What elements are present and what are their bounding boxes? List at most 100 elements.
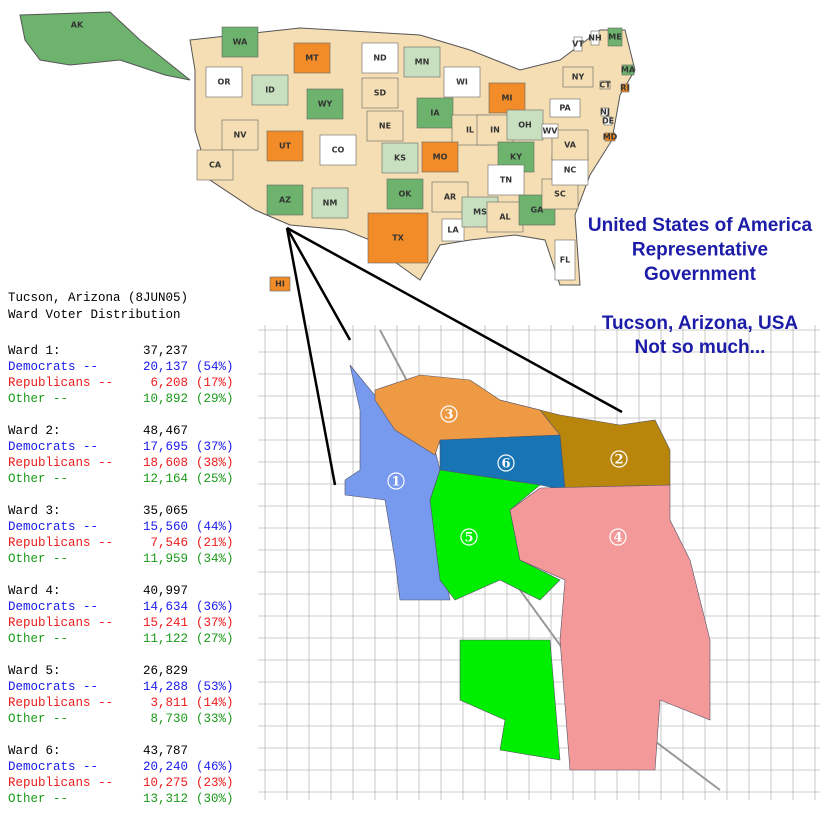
vote-count: 12,164	[143, 472, 188, 486]
state-shape	[205, 66, 243, 98]
state-label: CT	[599, 81, 611, 90]
ward-marker-circle	[610, 450, 628, 468]
party-label: Other --	[8, 712, 68, 726]
state-label: RI	[620, 84, 629, 93]
state-shape	[488, 82, 526, 114]
ward-marker: 6	[501, 457, 510, 472]
report-title: Tucson, Arizona (8JUN05)	[8, 291, 188, 305]
vote-share: (34%)	[196, 552, 234, 566]
state-shape	[486, 201, 524, 233]
state-label: LA	[447, 226, 459, 235]
map-title: Government	[644, 264, 757, 285]
state-shape	[421, 141, 459, 173]
party-label: Other --	[8, 632, 68, 646]
state-shape	[221, 119, 259, 151]
ward-label: Ward 3:	[8, 504, 61, 518]
state-label: MI	[502, 94, 513, 103]
party-label: Republicans --	[8, 536, 113, 550]
state-label: WY	[318, 100, 333, 109]
vote-count: 8,730	[150, 712, 188, 726]
ward-marker-circle	[497, 454, 515, 472]
state-label: OR	[218, 78, 231, 87]
state-label: KS	[394, 154, 406, 163]
state-shape	[366, 110, 404, 142]
state-label: VT	[572, 40, 584, 49]
party-label: Other --	[8, 472, 68, 486]
state-shape	[541, 123, 559, 139]
vote-count: 11,122	[143, 632, 188, 646]
state-shape	[196, 149, 234, 181]
vote-share: (21%)	[196, 536, 234, 550]
state-shape	[361, 77, 399, 109]
state-label: OK	[399, 190, 413, 199]
vote-share: (37%)	[196, 616, 234, 630]
ward-marker: 2	[614, 453, 623, 468]
state-label: NY	[572, 73, 585, 82]
state-shape	[269, 276, 291, 292]
party-label: Republicans --	[8, 776, 113, 790]
ward-marker-circle	[609, 528, 627, 546]
vote-share: (33%)	[196, 712, 234, 726]
state-label: AZ	[279, 196, 291, 205]
state-label: IL	[466, 126, 474, 135]
vote-count: 7,546	[150, 536, 188, 550]
state-shape	[381, 142, 419, 174]
ward-total: 40,997	[143, 584, 188, 598]
state-label: DE	[602, 117, 614, 126]
ward-marker-circle	[440, 405, 458, 423]
party-label: Republicans --	[8, 616, 113, 630]
state-label: MS	[473, 208, 487, 217]
state-shape	[306, 88, 344, 120]
ward-5-south	[459, 639, 561, 761]
state-shape	[607, 27, 623, 47]
state-shape	[319, 134, 357, 166]
vote-count: 15,560	[143, 520, 188, 534]
state-label: PA	[559, 104, 571, 113]
party-label: Democrats --	[8, 360, 98, 374]
vote-count: 11,959	[143, 552, 188, 566]
party-label: Democrats --	[8, 440, 98, 454]
vote-count: 18,608	[143, 456, 188, 470]
ward-marker-circle	[387, 472, 405, 490]
vote-share: (44%)	[196, 520, 234, 534]
ward-label: Ward 6:	[8, 744, 61, 758]
state-shape	[367, 212, 429, 264]
state-label: KY	[510, 153, 522, 162]
state-shape	[590, 30, 600, 46]
ward-label: Ward 5:	[8, 664, 61, 678]
vote-share: (54%)	[196, 360, 234, 374]
state-label: MN	[415, 58, 430, 67]
state-label: IN	[490, 126, 500, 135]
state-shape	[599, 80, 611, 90]
state-label: MO	[433, 153, 448, 162]
state-label: TX	[392, 234, 404, 243]
party-label: Democrats --	[8, 600, 98, 614]
vote-count: 14,288	[143, 680, 188, 694]
state-shape	[573, 36, 583, 52]
state-shape	[506, 109, 544, 141]
state-label: ID	[265, 86, 275, 95]
ward-marker: 5	[464, 531, 473, 546]
map-title: United States of America	[588, 215, 813, 236]
state-label: WA	[233, 38, 248, 47]
state-label: NJ	[600, 108, 610, 117]
state-shape	[403, 46, 441, 78]
state-label: NV	[234, 131, 248, 140]
party-label: Other --	[8, 552, 68, 566]
connector-line	[285, 227, 352, 341]
ward-total: 48,467	[143, 424, 188, 438]
vote-count: 20,240	[143, 760, 188, 774]
vote-count: 14,634	[143, 600, 188, 614]
vote-count: 13,312	[143, 792, 188, 806]
state-shape	[441, 218, 465, 242]
state-shape	[293, 42, 331, 74]
vote-share: (37%)	[196, 440, 234, 454]
party-label: Other --	[8, 792, 68, 806]
state-label: NE	[379, 122, 391, 131]
vote-count: 15,241	[143, 616, 188, 630]
ward-marker: 4	[613, 531, 622, 546]
state-shape	[621, 64, 635, 76]
connector-line	[286, 226, 623, 414]
state-label: MT	[305, 54, 319, 63]
state-shape	[311, 187, 349, 219]
